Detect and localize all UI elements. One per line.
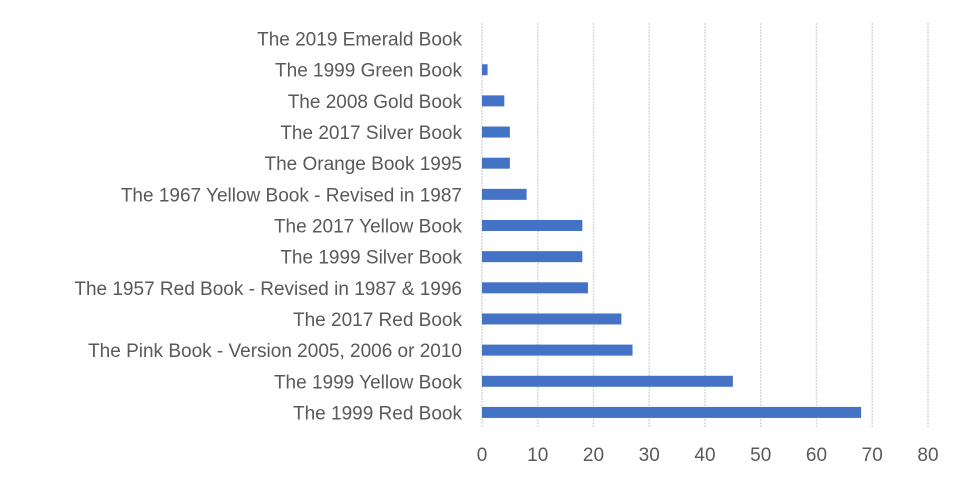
x-tick-label: 0 xyxy=(477,445,488,466)
category-label: The 2017 Red Book xyxy=(293,310,463,331)
bar xyxy=(482,126,510,138)
bar xyxy=(482,95,505,107)
category-label: The 2017 Silver Book xyxy=(280,123,462,144)
category-label: The Orange Book 1995 xyxy=(264,154,462,175)
category-label: The 1999 Yellow Book xyxy=(274,372,463,393)
category-label: The 2017 Yellow Book xyxy=(274,217,463,238)
category-labels: The 2019 Emerald Book The 1999 Green Book… xyxy=(74,30,462,425)
x-tick-labels: 0 10 20 30 40 50 60 70 80 xyxy=(477,445,939,466)
category-label: The 1999 Red Book xyxy=(293,403,463,424)
category-label: The 1999 Silver Book xyxy=(280,248,462,269)
bar xyxy=(482,251,583,263)
category-label: The 1957 Red Book - Revised in 1987 & 19… xyxy=(74,279,462,300)
bar xyxy=(482,313,622,325)
x-tick-label: 80 xyxy=(917,445,938,466)
x-tick-label: 30 xyxy=(639,445,660,466)
x-tick-label: 60 xyxy=(806,445,827,466)
bar xyxy=(482,406,862,418)
x-tick-label: 70 xyxy=(862,445,883,466)
category-label: The 2008 Gold Book xyxy=(288,92,463,113)
x-tick-label: 10 xyxy=(527,445,548,466)
category-label: The Pink Book - Version 2005, 2006 or 20… xyxy=(88,341,462,362)
category-label: The 1999 Green Book xyxy=(275,61,462,82)
bar xyxy=(482,188,527,200)
x-tick-label: 50 xyxy=(750,445,771,466)
category-label: The 2019 Emerald Book xyxy=(257,30,462,51)
bar xyxy=(482,220,583,231)
bar xyxy=(482,344,633,356)
bar xyxy=(482,282,588,294)
gridlines xyxy=(481,23,929,428)
bar xyxy=(482,64,488,76)
x-tick-label: 20 xyxy=(583,445,604,466)
bar xyxy=(482,157,510,169)
x-tick-label: 40 xyxy=(694,445,715,466)
bar xyxy=(482,375,733,387)
category-label: The 1967 Yellow Book - Revised in 1987 xyxy=(121,185,462,206)
bars xyxy=(482,64,862,418)
